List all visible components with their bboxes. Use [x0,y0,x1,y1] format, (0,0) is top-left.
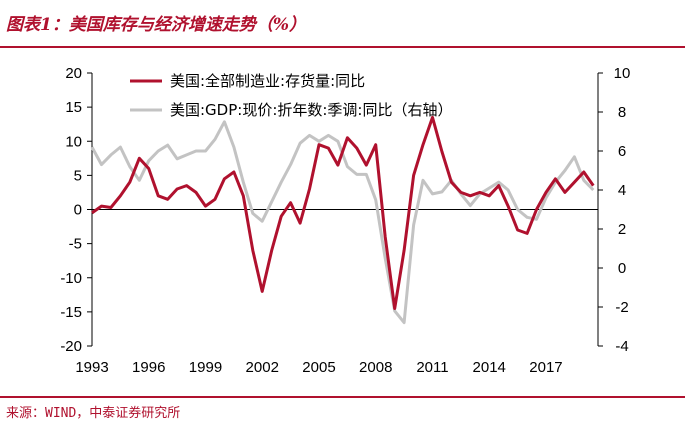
right-tick-label: -4 [615,338,628,355]
left-tick-label: 20 [65,65,82,82]
right-tick-label: 4 [618,182,626,199]
left-tick-label: 5 [74,167,82,184]
left-tick-label: 15 [65,99,82,116]
x-tick-label: 2002 [246,359,279,376]
right-axis-ticks: -4 -2 0 2 4 6 8 10 [598,65,630,355]
x-tick-label: 2014 [473,359,506,376]
right-tick-label: 8 [618,104,626,121]
right-tick-label: 6 [618,143,626,160]
title-divider [0,46,685,48]
series-line-inventory [91,115,595,310]
x-tick-label: 2008 [359,359,392,376]
left-tick-label: -20 [60,338,82,355]
x-tick-label: 2017 [529,359,562,376]
legend: 美国:全部制造业:存货量:同比 美国:GDP:现价:折年数:季调:同比（右轴） [130,72,453,119]
footer-divider [0,396,685,398]
series-layer [90,115,595,325]
right-tick-label: 2 [618,221,626,238]
x-tick-label: 1999 [189,359,222,376]
x-axis-ticks: 1993 1996 1999 2002 2005 2008 2011 2014 2017 [75,359,562,376]
left-tick-label: 0 [74,202,82,219]
x-tick-label: 2011 [416,359,448,376]
source-note: 来源：WIND，中泰证券研究所 [6,406,181,421]
x-tick-label: 1996 [132,359,165,376]
left-tick-label: -15 [60,304,82,321]
legend-label-inventory: 美国:全部制造业:存货量:同比 [170,72,365,90]
left-axis-ticks: -20 -15 -10 -5 0 5 10 15 20 [60,65,92,355]
right-tick-label: 0 [618,260,626,277]
x-tick-label: 1993 [75,359,108,376]
left-tick-label: -5 [69,236,82,253]
figure-title: 图表1：美国库存与经济增速走势（%） [6,15,306,35]
left-tick-label: 10 [65,133,82,150]
right-tick-label: 10 [614,65,631,82]
legend-label-gdp: 美国:GDP:现价:折年数:季调:同比（右轴） [170,101,453,119]
left-tick-label: -10 [60,270,82,287]
x-tick-label: 2005 [302,359,335,376]
right-tick-label: -2 [615,299,628,316]
